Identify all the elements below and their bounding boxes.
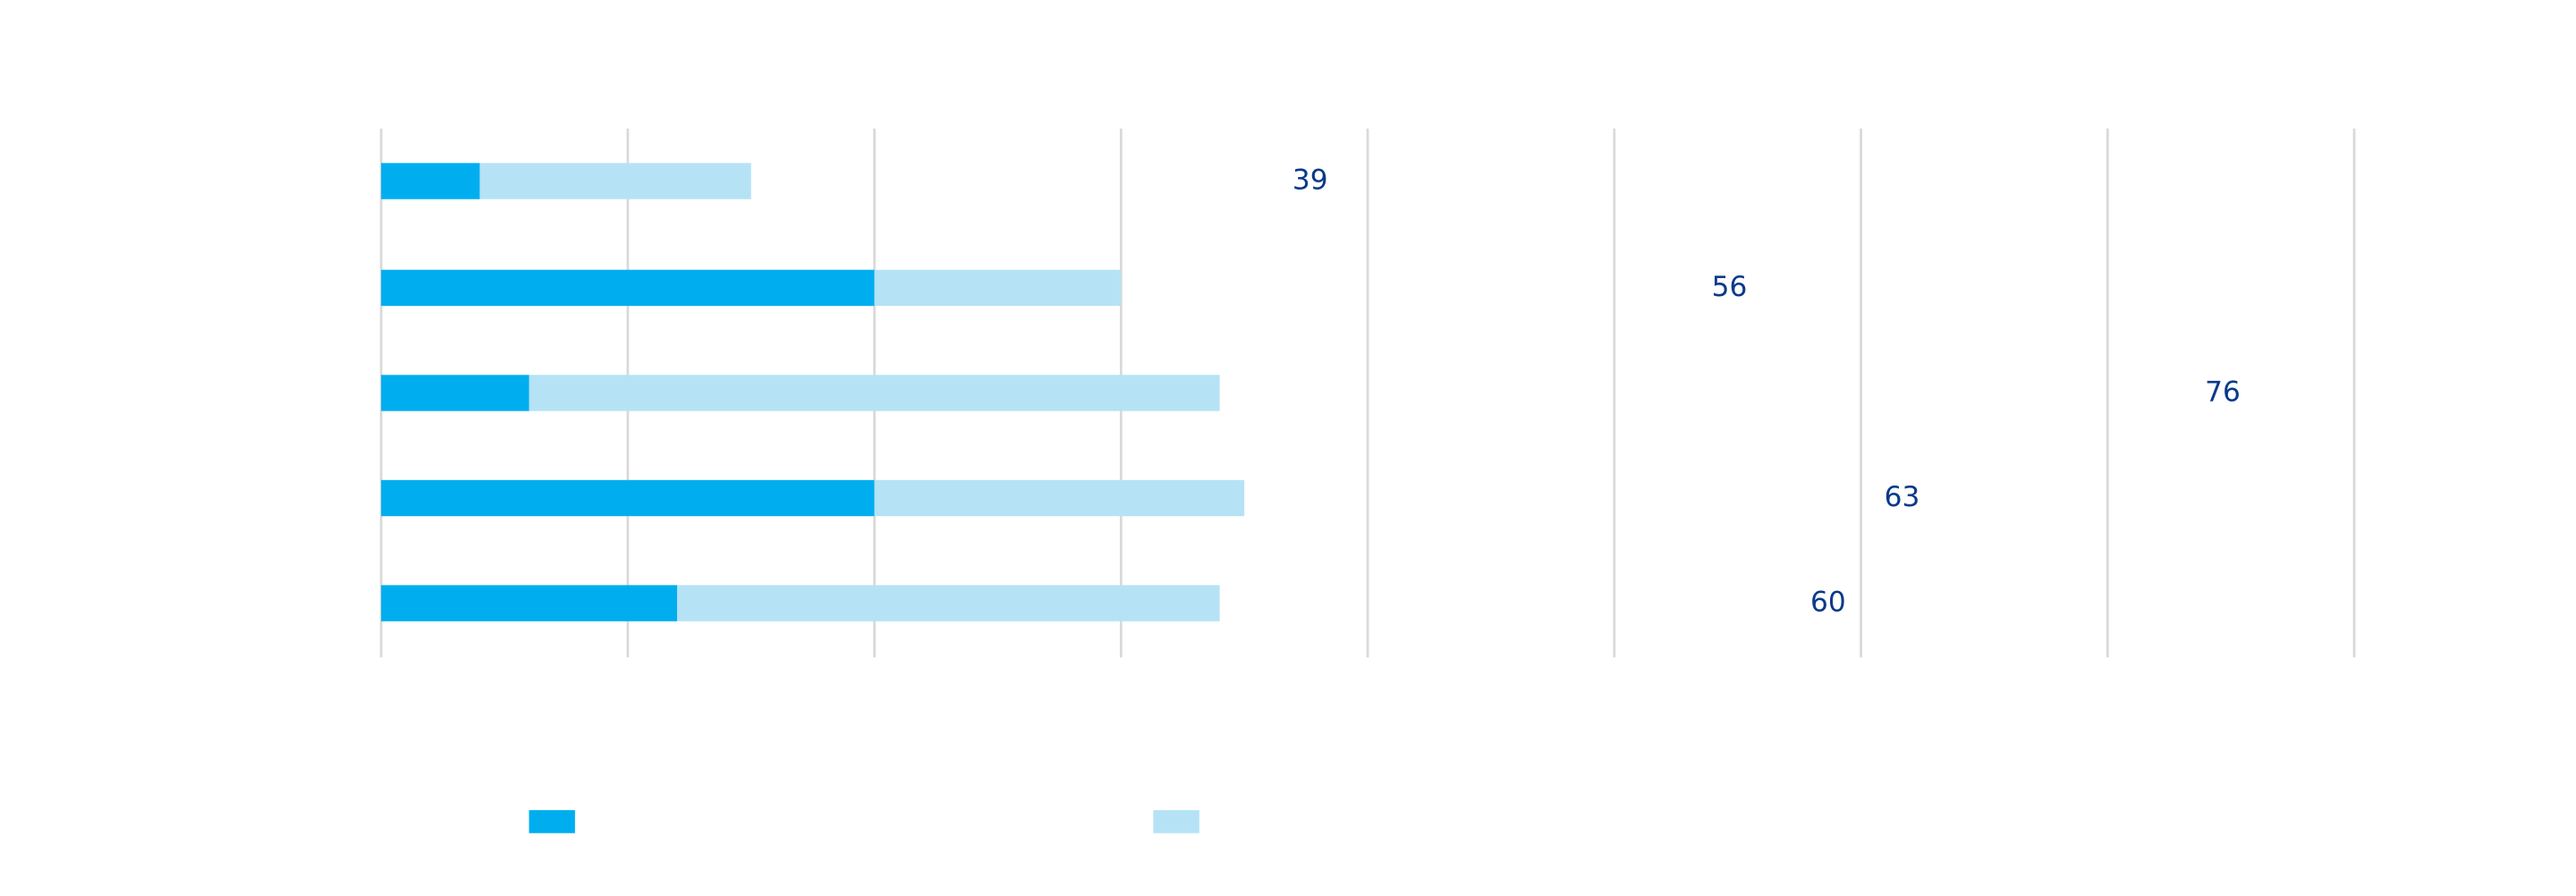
- bar-segment: [874, 479, 1245, 517]
- total-label: 63: [1885, 481, 1920, 513]
- legend-swatch: [529, 810, 575, 833]
- total-label: 60: [1810, 587, 1846, 619]
- total-label: 76: [2205, 376, 2241, 408]
- bar-segment: [381, 375, 530, 411]
- bar-segment: [381, 163, 480, 199]
- total-label: 56: [1712, 271, 1748, 303]
- bar-segment: [529, 375, 1220, 411]
- bar-segment: [381, 479, 875, 517]
- total-label: 39: [1292, 165, 1328, 197]
- bar-segment: [479, 163, 751, 199]
- bar-segment: [381, 269, 875, 307]
- bar-segment: [677, 585, 1220, 621]
- legend-swatch: [1153, 810, 1199, 833]
- bar-segment: [874, 269, 1122, 307]
- bar-segment: [381, 585, 678, 621]
